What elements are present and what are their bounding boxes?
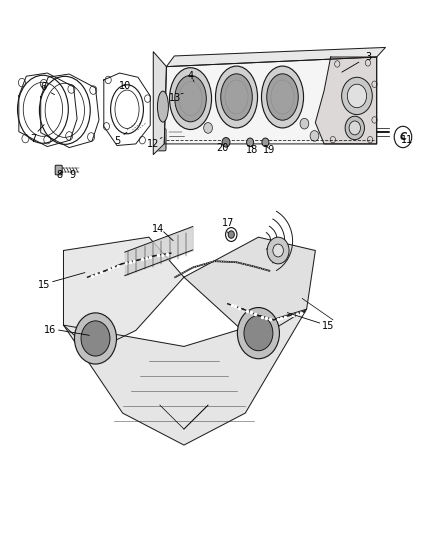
Circle shape xyxy=(300,118,309,129)
Circle shape xyxy=(273,244,283,257)
Polygon shape xyxy=(64,237,184,352)
Polygon shape xyxy=(315,57,377,144)
Circle shape xyxy=(226,228,237,241)
Circle shape xyxy=(74,313,117,364)
Ellipse shape xyxy=(158,91,168,122)
Text: 20: 20 xyxy=(216,143,229,153)
Circle shape xyxy=(345,116,364,140)
Circle shape xyxy=(267,237,289,264)
Circle shape xyxy=(394,126,412,148)
Text: 19: 19 xyxy=(263,146,276,155)
Circle shape xyxy=(244,316,273,351)
Ellipse shape xyxy=(192,80,200,87)
Text: 17: 17 xyxy=(222,218,234,228)
Text: 7: 7 xyxy=(30,134,36,143)
Ellipse shape xyxy=(267,74,298,120)
Circle shape xyxy=(342,77,372,115)
Text: 18: 18 xyxy=(246,146,258,155)
Text: 4: 4 xyxy=(187,71,194,80)
Circle shape xyxy=(237,308,279,359)
Text: 9: 9 xyxy=(69,170,75,180)
FancyBboxPatch shape xyxy=(156,128,166,151)
Ellipse shape xyxy=(175,76,206,122)
Text: C: C xyxy=(399,132,406,142)
Circle shape xyxy=(204,123,212,133)
Circle shape xyxy=(349,121,360,135)
Polygon shape xyxy=(164,57,377,144)
Text: 14: 14 xyxy=(152,224,164,234)
Circle shape xyxy=(81,321,110,356)
Ellipse shape xyxy=(261,66,304,128)
Text: 10: 10 xyxy=(119,82,131,91)
Text: 15: 15 xyxy=(322,321,335,331)
Text: 5: 5 xyxy=(114,136,120,146)
Text: 15: 15 xyxy=(38,280,50,290)
Polygon shape xyxy=(64,309,307,445)
Circle shape xyxy=(262,138,269,147)
Text: 6: 6 xyxy=(41,83,47,92)
Text: 16: 16 xyxy=(44,326,57,335)
Circle shape xyxy=(247,138,254,147)
Text: 3: 3 xyxy=(365,52,371,62)
Circle shape xyxy=(222,138,230,147)
Circle shape xyxy=(347,84,367,108)
FancyBboxPatch shape xyxy=(55,165,62,175)
Polygon shape xyxy=(184,237,315,341)
Polygon shape xyxy=(166,47,385,67)
Ellipse shape xyxy=(179,92,189,98)
Text: 13: 13 xyxy=(169,93,181,103)
Polygon shape xyxy=(153,52,166,155)
Circle shape xyxy=(228,231,234,238)
Ellipse shape xyxy=(215,66,258,128)
Text: 12: 12 xyxy=(147,139,159,149)
Text: 11: 11 xyxy=(401,135,413,144)
Ellipse shape xyxy=(170,68,212,130)
Text: 8: 8 xyxy=(56,170,62,180)
Circle shape xyxy=(310,131,319,141)
Ellipse shape xyxy=(221,74,252,120)
